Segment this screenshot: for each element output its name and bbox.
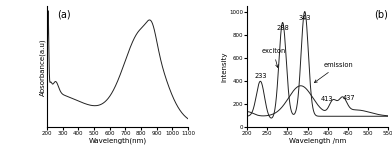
Y-axis label: Intensity: Intensity <box>221 52 228 82</box>
Text: emission: emission <box>314 62 354 83</box>
X-axis label: Wavelength /nm: Wavelength /nm <box>289 138 346 144</box>
Text: 413: 413 <box>320 97 333 102</box>
Text: 288: 288 <box>276 25 289 31</box>
Text: 437: 437 <box>343 95 355 101</box>
X-axis label: Wavelength(nm): Wavelength(nm) <box>89 138 147 144</box>
Text: 233: 233 <box>254 73 267 80</box>
Text: (a): (a) <box>57 10 71 20</box>
Y-axis label: Absorbance(a.u): Absorbance(a.u) <box>39 38 45 96</box>
Text: exciton: exciton <box>261 48 285 67</box>
Text: 343: 343 <box>298 15 311 21</box>
Text: (b): (b) <box>374 10 388 20</box>
